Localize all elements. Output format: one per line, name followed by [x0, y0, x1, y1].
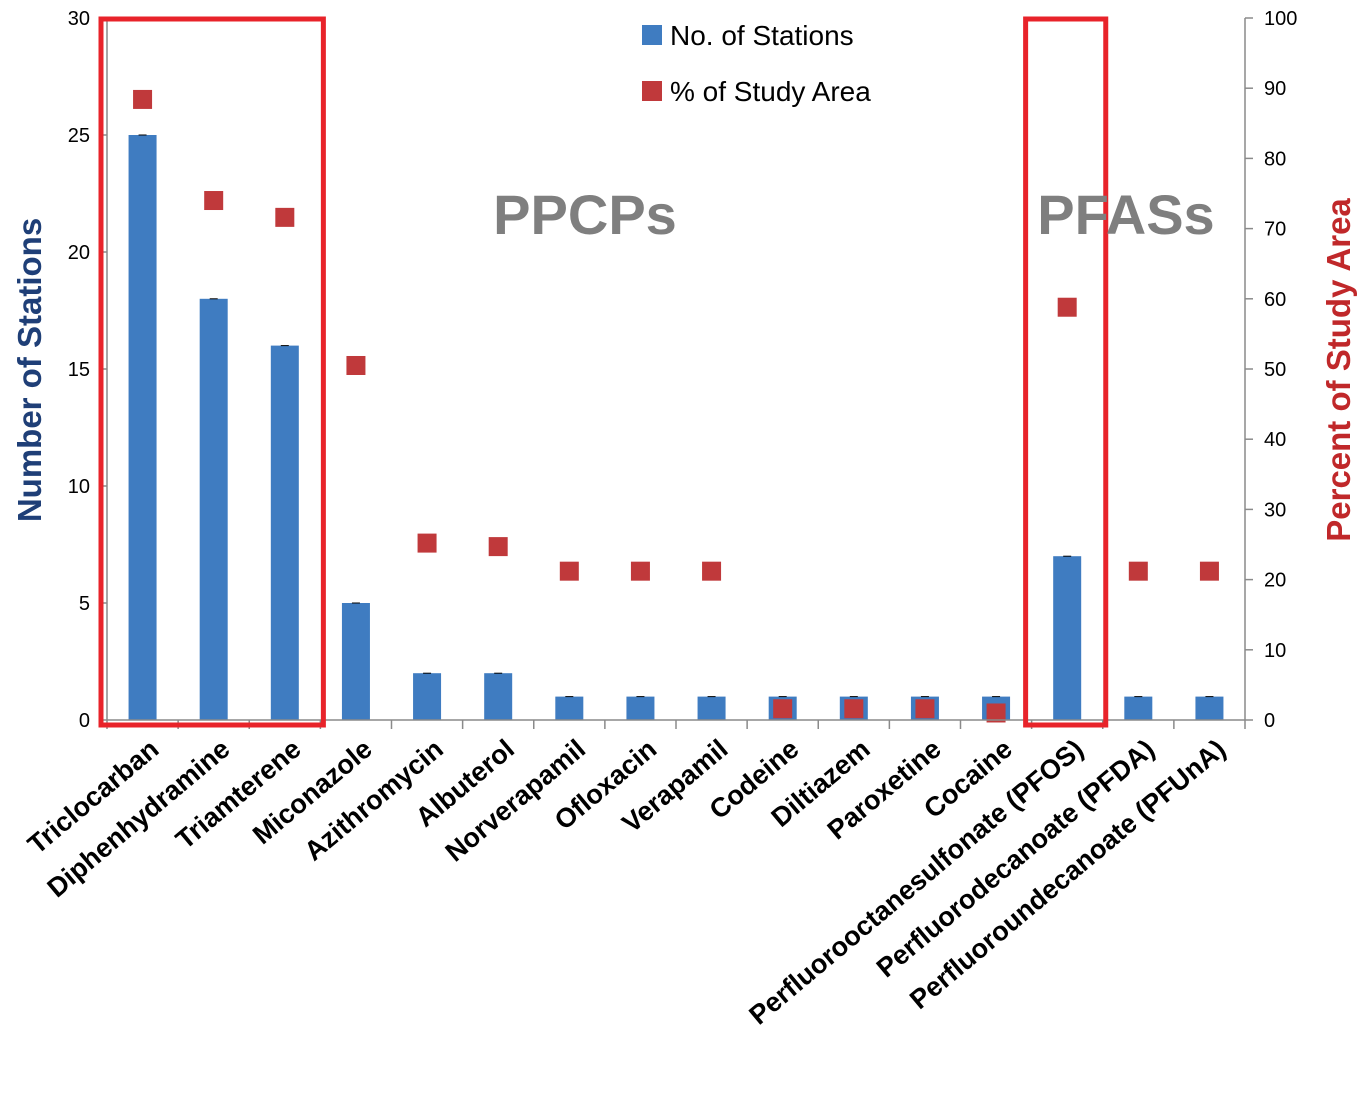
point-perfluorodecanoate-pfda — [1128, 561, 1148, 581]
right-tick-label: 100 — [1264, 8, 1297, 30]
annotation-ppcps: PPCPs — [493, 183, 677, 246]
highlight-box-1 — [98, 16, 326, 728]
point-perfluoroundecanoate-pfuna — [1199, 561, 1219, 581]
left-tick-label: 5 — [79, 593, 90, 615]
right-tick-label: 0 — [1264, 710, 1275, 732]
bar-triclocarban — [128, 135, 157, 720]
bar-ofloxacin — [626, 696, 655, 720]
legend-label-study-area: % of Study Area — [670, 76, 871, 107]
point-ofloxacin — [630, 561, 650, 581]
bar-perfluorooctanesulfonate-pfos — [1053, 556, 1082, 720]
highlight-box-2 — [1023, 16, 1109, 728]
point-diltiazem — [844, 699, 864, 719]
annotation-pfass: PFASs — [1037, 183, 1214, 246]
left-tick-label: 30 — [68, 8, 90, 30]
right-tick-label: 90 — [1264, 78, 1286, 100]
point-norverapamil — [559, 561, 579, 581]
left-tick-label: 10 — [68, 476, 90, 498]
point-triclocarban — [133, 89, 153, 109]
left-tick-label: 0 — [79, 710, 90, 732]
point-cocaine — [986, 703, 1006, 723]
point-paroxetine — [915, 699, 935, 719]
point-perfluorooctanesulfonate-pfos — [1057, 297, 1077, 317]
marker-series — [133, 89, 1219, 723]
bar-perfluorodecanoate-pfda — [1124, 696, 1153, 720]
point-codeine — [773, 699, 793, 719]
point-triamterene — [275, 207, 295, 227]
left-axis-ticks: 0 5 10 15 20 25 30 — [68, 8, 107, 732]
point-albuterol — [488, 537, 508, 557]
legend: No. of Stations % of Study Area — [642, 20, 871, 107]
right-axis-title: Percent of Study Area — [1320, 198, 1357, 542]
left-axis-title: Number of Stations — [11, 218, 48, 522]
left-tick-label: 15 — [68, 359, 90, 381]
category-labels: TriclocarbanDiphenhydramineTriamtereneMi… — [22, 734, 1231, 1031]
right-tick-label: 20 — [1264, 570, 1286, 592]
right-tick-label: 10 — [1264, 640, 1286, 662]
point-miconazole — [346, 355, 366, 375]
bar-albuterol — [484, 673, 513, 720]
right-tick-label: 50 — [1264, 359, 1286, 381]
bar-norverapamil — [555, 696, 584, 720]
point-azithromycin — [417, 533, 437, 553]
point-verapamil — [702, 561, 722, 581]
legend-swatch-stations — [642, 25, 662, 45]
left-tick-label: 20 — [68, 242, 90, 264]
bar-verapamil — [697, 696, 726, 720]
bar-triamterene — [270, 345, 299, 720]
left-tick-label: 25 — [68, 125, 90, 147]
right-tick-label: 30 — [1264, 499, 1286, 521]
point-diphenhydramine — [204, 191, 224, 211]
bar-perfluoroundecanoate-pfuna — [1195, 696, 1224, 720]
right-tick-label: 60 — [1264, 289, 1286, 311]
right-tick-label: 40 — [1264, 429, 1286, 451]
legend-swatch-study-area — [642, 81, 662, 101]
bar-diphenhydramine — [199, 298, 228, 720]
bar-miconazole — [341, 603, 370, 720]
legend-label-stations: No. of Stations — [670, 20, 854, 51]
right-tick-label: 80 — [1264, 148, 1286, 170]
highlight-boxes — [98, 16, 1109, 728]
right-axis-ticks: 0 10 20 30 40 50 60 70 80 90 100 — [1245, 8, 1297, 732]
right-tick-label: 70 — [1264, 219, 1286, 241]
bar-azithromycin — [413, 673, 442, 720]
